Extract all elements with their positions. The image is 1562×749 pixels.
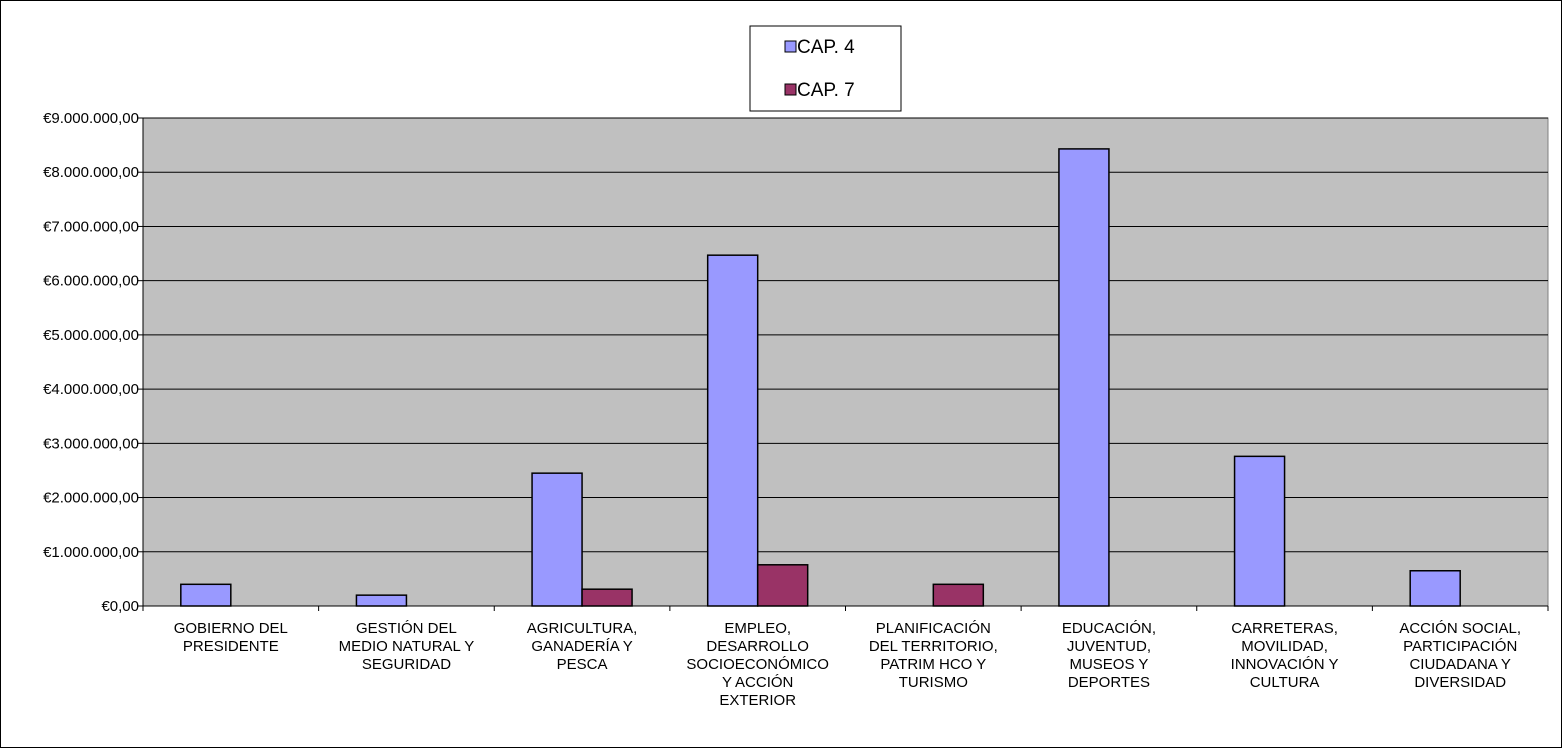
bar-cap-4 xyxy=(706,254,759,607)
bar-cap-4 xyxy=(1409,570,1461,607)
legend-swatch-cap-4 xyxy=(784,40,797,53)
axes xyxy=(138,117,1549,611)
bar-cap-7 xyxy=(756,564,809,607)
y-tick-label: €1.000.000,00 xyxy=(43,544,139,561)
bars xyxy=(180,148,1461,607)
x-category-label: PLANIFICACIÓN DEL TERRITORIO, PATRIM HCO Y… xyxy=(869,620,998,691)
legend-label-cap-4: CAP. 4 xyxy=(797,37,855,58)
y-tick-label: €9.000.000,00 xyxy=(43,110,139,127)
y-tick-label: €6.000.000,00 xyxy=(43,273,139,290)
x-axis-category-labels: GOBIERNO DEL PRESIDENTE GESTIÓN DEL MEDIO N… xyxy=(174,620,1521,709)
y-tick-label: €0,00 xyxy=(101,598,139,615)
bar-cap-7 xyxy=(581,588,633,607)
x-category-label: AGRICULTURA, GANADERÍA Y PESCA xyxy=(527,620,638,673)
y-tick-label: €2.000.000,00 xyxy=(43,490,139,507)
y-tick-label: €4.000.000,00 xyxy=(43,381,139,398)
bar-cap-4 xyxy=(1058,148,1110,607)
y-tick-label: €7.000.000,00 xyxy=(43,218,139,235)
legend-swatch-cap-7 xyxy=(784,83,797,96)
bar-cap-4 xyxy=(355,594,408,607)
legend-label-cap-7: CAP. 7 xyxy=(797,80,855,101)
x-category-label: GESTIÓN DEL MEDIO NATURAL Y SEGURIDAD xyxy=(339,620,475,673)
y-tick-label: €5.000.000,00 xyxy=(43,327,139,344)
legend-box xyxy=(749,25,902,112)
bar-cap-4 xyxy=(180,583,232,607)
y-tick-label: €3.000.000,00 xyxy=(43,435,139,452)
plot-area xyxy=(142,117,1549,607)
bar-cap-7 xyxy=(932,583,985,607)
y-axis-tick-labels: €0,00 €1.000.000,00 €2.000.000,00 €3.000.00… xyxy=(43,110,139,615)
x-category-label: ACCIÓN SOCIAL, PARTICIPACIÓN CIUDADANA Y DI… xyxy=(1399,620,1521,691)
x-category-label: CARRETERAS, MOVILIDAD, INNOVACIÓN Y CULTURA xyxy=(1231,620,1339,691)
x-category-label: GOBIERNO DEL PRESIDENTE xyxy=(174,620,288,655)
gridlines xyxy=(143,117,1548,553)
x-category-label: EDUCACIÓN, JUVENTUD, MUSEOS Y DEPORTES xyxy=(1062,620,1156,691)
bar-cap-4 xyxy=(1233,455,1286,607)
x-category-label: EMPLEO, DESARROLLO SOCIOECONÓMICO Y ACCIÓN E… xyxy=(686,620,829,709)
y-tick-label: €8.000.000,00 xyxy=(43,164,139,181)
legend: CAP. 4 CAP. 7 xyxy=(749,25,902,112)
bar-cap-4 xyxy=(531,472,583,607)
